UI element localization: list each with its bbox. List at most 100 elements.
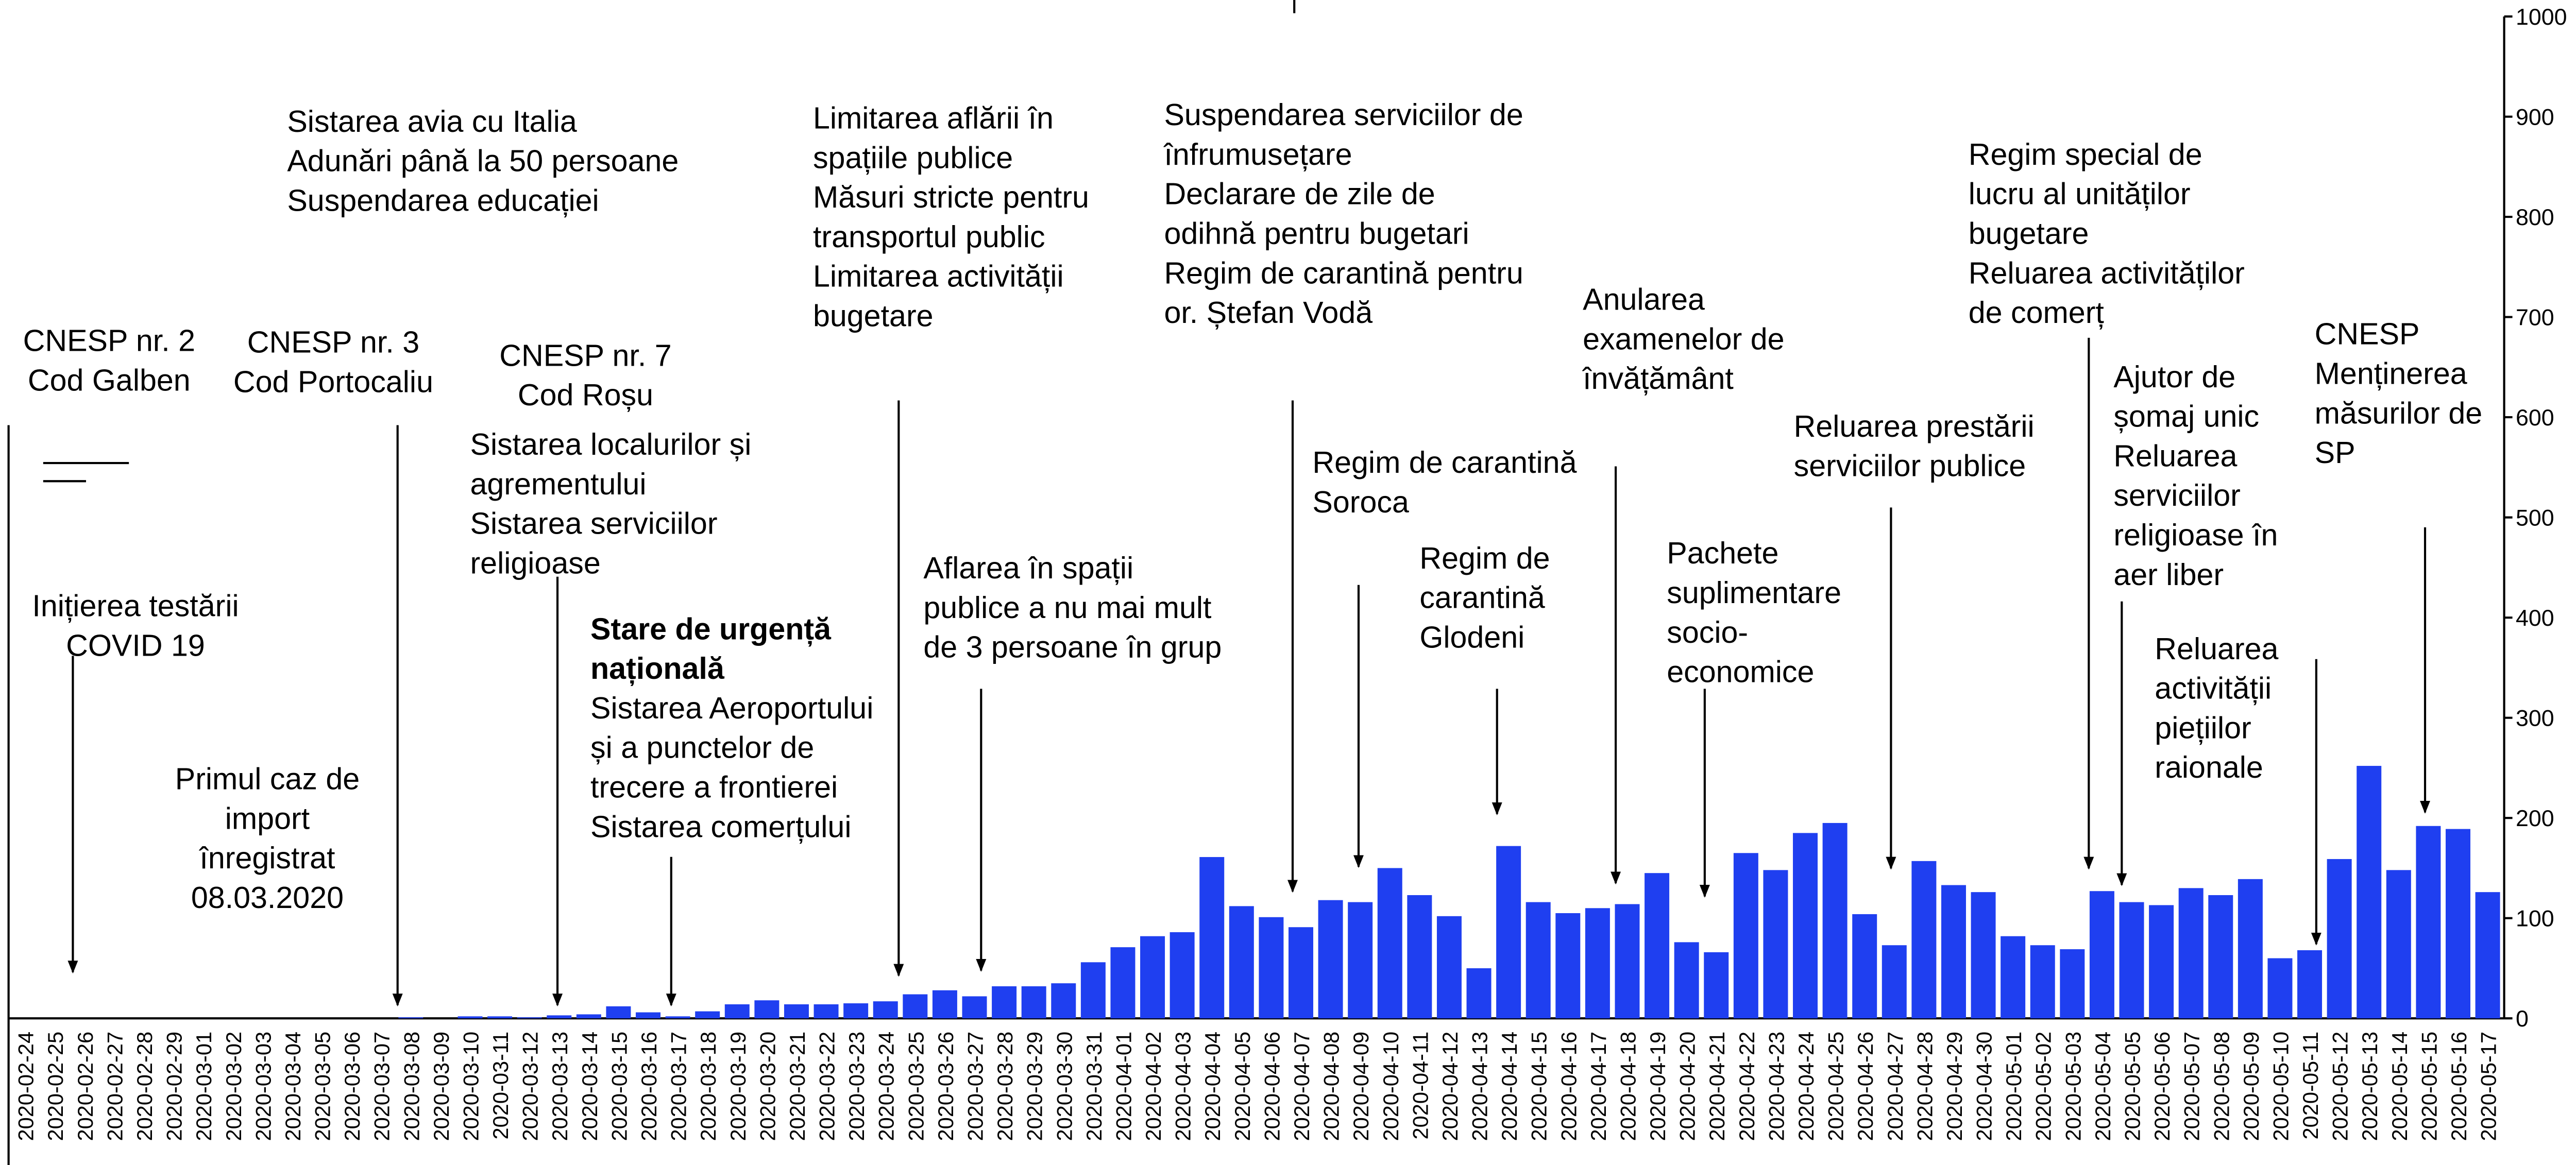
x-tick-label: 2020-03-08 bbox=[399, 1032, 423, 1141]
bar bbox=[1080, 962, 1106, 1019]
annotation-text: 08.03.2020 bbox=[191, 880, 344, 915]
annotation-text: SP bbox=[2315, 435, 2355, 470]
x-tick-label: 2020-05-05 bbox=[2121, 1032, 2145, 1141]
annotation-text: Sistarea serviciilor bbox=[470, 506, 717, 541]
annotation-text: CNESP nr. 2 bbox=[23, 323, 195, 357]
x-tick-label: 2020-03-17 bbox=[667, 1032, 691, 1141]
x-tick-label: 2020-04-23 bbox=[1764, 1032, 1788, 1141]
annotation-text: Regim de carantină bbox=[1312, 445, 1577, 479]
x-tick-label: 2020-05-16 bbox=[2447, 1032, 2471, 1141]
x-tick-label: 2020-05-04 bbox=[2091, 1032, 2115, 1141]
bar bbox=[1259, 917, 1284, 1019]
x-tick-label: 2020-03-11 bbox=[488, 1032, 513, 1140]
x-tick-label: 2020-04-15 bbox=[1527, 1032, 1551, 1141]
bar bbox=[962, 996, 987, 1019]
x-tick-label: 2020-04-21 bbox=[1705, 1032, 1729, 1141]
bar bbox=[1852, 914, 1877, 1019]
bar bbox=[1407, 895, 1432, 1019]
bar bbox=[2238, 879, 2263, 1019]
annotation-text: înfrumusețare bbox=[1163, 137, 1352, 172]
bar bbox=[2357, 766, 2382, 1019]
annotation-text: Limitarea activității bbox=[813, 259, 1064, 294]
x-tick-label: 2020-04-08 bbox=[1319, 1032, 1344, 1141]
x-tick-label: 2020-05-12 bbox=[2328, 1032, 2352, 1141]
bar bbox=[1555, 913, 1581, 1019]
bar bbox=[2416, 826, 2441, 1019]
annotation-text: spațiile publice bbox=[813, 140, 1013, 175]
bar bbox=[547, 1015, 572, 1019]
bar bbox=[1615, 904, 1640, 1019]
bar bbox=[2030, 945, 2055, 1019]
annotation-text: înregistrat bbox=[198, 841, 335, 875]
annotation-text: bugetare bbox=[1969, 216, 2089, 251]
x-tick-label: 2020-03-02 bbox=[222, 1032, 246, 1141]
annotation-text: serviciilor bbox=[2113, 478, 2241, 512]
x-tick-label: 2020-03-19 bbox=[726, 1032, 750, 1141]
x-tick-label: 2020-05-09 bbox=[2239, 1032, 2263, 1141]
bar bbox=[1733, 853, 1758, 1019]
bar bbox=[1318, 900, 1343, 1019]
x-tick-label: 2020-04-27 bbox=[1883, 1032, 1907, 1141]
annotation-text: publice a nu mai mult bbox=[923, 590, 1211, 625]
x-tick-label: 2020-05-17 bbox=[2477, 1032, 2501, 1141]
x-tick-label: 2020-04-25 bbox=[1824, 1032, 1848, 1141]
annotation-text: Limitarea aflării în bbox=[813, 101, 1054, 135]
x-tick-label: 2020-04-18 bbox=[1616, 1032, 1640, 1141]
bar bbox=[1199, 857, 1225, 1019]
annotation-text: Sistarea localurilor și bbox=[470, 427, 751, 461]
x-tick-label: 2020-04-24 bbox=[1794, 1032, 1818, 1141]
y-tick-label: 100 bbox=[2516, 906, 2554, 932]
annotation-text: Cod Roșu bbox=[518, 378, 653, 412]
bar bbox=[1466, 968, 1492, 1019]
annotation-text: Menținerea bbox=[2315, 356, 2467, 390]
x-tick-label: 2020-03-07 bbox=[370, 1032, 394, 1141]
annotation-text: socio- bbox=[1667, 615, 1748, 649]
bar bbox=[606, 1006, 631, 1019]
annotation-text: măsurilor de bbox=[2315, 396, 2483, 430]
annotation-text: Reluarea bbox=[2113, 438, 2237, 473]
x-tick-label: 2020-03-27 bbox=[963, 1032, 988, 1141]
y-tick-label: 300 bbox=[2516, 706, 2554, 731]
x-tick-label: 2020-04-09 bbox=[1349, 1032, 1373, 1141]
annotation-text: CNESP bbox=[2315, 317, 2420, 351]
x-tick-label: 2020-04-14 bbox=[1497, 1032, 1521, 1141]
annotation-text: piețiilor bbox=[2155, 710, 2251, 745]
x-tick-label: 2020-05-06 bbox=[2150, 1032, 2174, 1141]
x-tick-label: 2020-03-12 bbox=[518, 1032, 543, 1141]
annotation-text: Reluarea activităților bbox=[1969, 255, 2245, 290]
x-tick-label: 2020-03-21 bbox=[785, 1032, 809, 1141]
x-tick-label: 2020-05-14 bbox=[2387, 1032, 2412, 1141]
bar bbox=[2297, 950, 2323, 1019]
bar bbox=[1674, 942, 1699, 1019]
x-tick-label: 2020-04-17 bbox=[1586, 1032, 1611, 1141]
x-tick-label: 2020-03-05 bbox=[311, 1032, 335, 1141]
annotation-text: și a punctelor de bbox=[590, 730, 814, 765]
y-tick-label: 600 bbox=[2516, 405, 2554, 431]
y-tick-label: 1000 bbox=[2516, 4, 2567, 30]
bar bbox=[1585, 908, 1610, 1019]
annotation-text: religioase bbox=[470, 545, 600, 580]
annotation-text: serviciilor publice bbox=[1794, 449, 2026, 483]
annotation-text: Anularea bbox=[1583, 282, 1705, 316]
y-tick-label: 200 bbox=[2516, 806, 2554, 831]
bar bbox=[932, 990, 957, 1019]
annotation-text: Ajutor de bbox=[2113, 359, 2235, 394]
x-tick-label: 2020-04-19 bbox=[1646, 1032, 1670, 1141]
x-tick-label: 2020-04-28 bbox=[1912, 1032, 1937, 1141]
annotation-text: Reluarea bbox=[2155, 631, 2278, 666]
bar bbox=[636, 1012, 661, 1019]
bar bbox=[1229, 906, 1254, 1019]
bar bbox=[1971, 892, 1996, 1019]
annotation-text: COVID 19 bbox=[66, 628, 205, 662]
bar bbox=[1289, 927, 1313, 1019]
bar bbox=[1763, 870, 1788, 1019]
annotation-text: or. Ștefan Vodă bbox=[1164, 295, 1372, 330]
bar bbox=[2208, 895, 2233, 1019]
bar bbox=[992, 986, 1017, 1019]
annotation-text: Declarare de zile de bbox=[1164, 177, 1435, 211]
annotation-text: de 3 persoane în grup bbox=[923, 630, 1222, 664]
bar bbox=[1140, 936, 1165, 1019]
bar bbox=[517, 1017, 542, 1019]
bar bbox=[1051, 983, 1076, 1019]
